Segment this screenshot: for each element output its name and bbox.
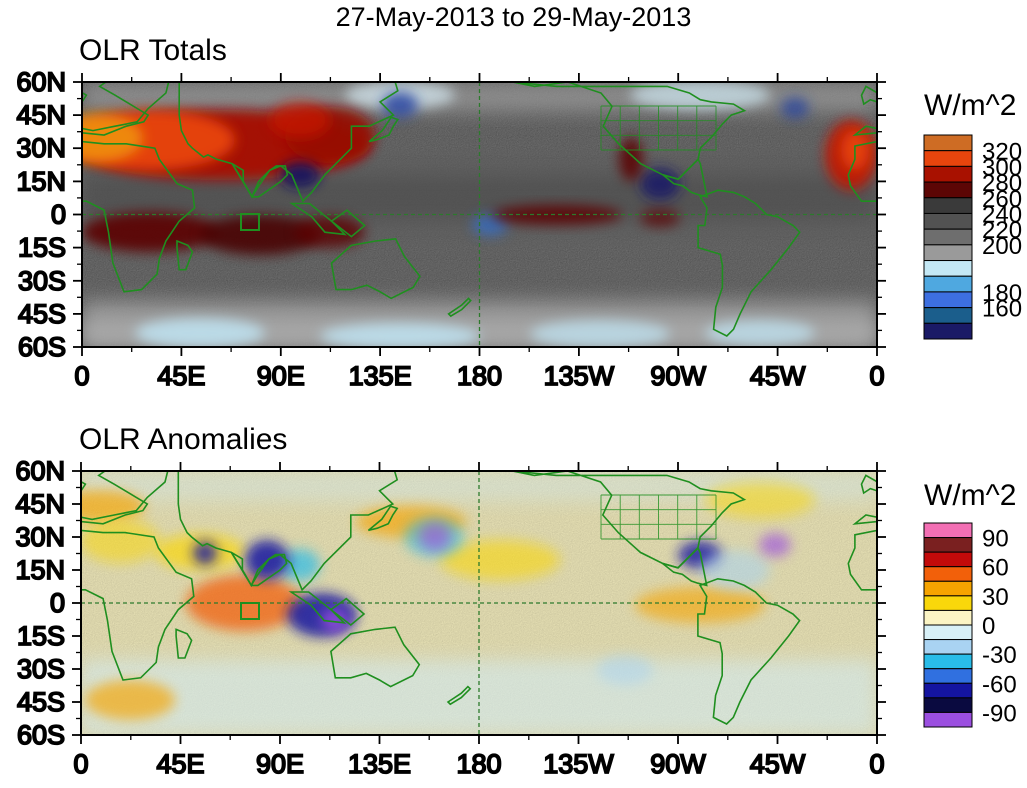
svg-text:0: 0: [869, 749, 884, 779]
svg-text:30S: 30S: [17, 654, 65, 684]
svg-text:135E: 135E: [348, 749, 411, 779]
svg-text:135W: 135W: [543, 749, 614, 779]
svg-text:-30: -30: [982, 642, 1017, 669]
svg-text:135W: 135W: [544, 361, 615, 391]
svg-text:45E: 45E: [157, 361, 205, 391]
svg-text:60N: 60N: [16, 67, 66, 97]
svg-text:45W: 45W: [750, 749, 806, 779]
svg-text:45N: 45N: [16, 100, 66, 130]
svg-text:0: 0: [982, 613, 995, 640]
svg-text:30N: 30N: [15, 522, 65, 552]
svg-text:W/m^2: W/m^2: [924, 89, 1016, 122]
svg-text:0: 0: [74, 361, 89, 391]
svg-text:90: 90: [982, 526, 1009, 553]
svg-text:30: 30: [982, 584, 1009, 611]
svg-text:-90: -90: [982, 700, 1017, 727]
svg-text:0: 0: [73, 749, 88, 779]
svg-text:30S: 30S: [18, 266, 66, 296]
svg-text:0: 0: [51, 200, 66, 230]
svg-text:135E: 135E: [349, 361, 412, 391]
svg-text:90E: 90E: [256, 749, 304, 779]
svg-text:90E: 90E: [257, 361, 305, 391]
svg-text:45E: 45E: [156, 749, 204, 779]
svg-text:60: 60: [982, 555, 1009, 582]
svg-text:45S: 45S: [18, 299, 66, 329]
svg-text:200: 200: [982, 233, 1022, 260]
svg-text:160: 160: [982, 296, 1022, 323]
svg-text:15N: 15N: [16, 166, 66, 196]
svg-text:45W: 45W: [750, 361, 806, 391]
svg-text:15S: 15S: [17, 621, 65, 651]
svg-text:30N: 30N: [16, 133, 66, 163]
svg-text:15N: 15N: [15, 555, 65, 585]
svg-text:60S: 60S: [18, 332, 66, 362]
svg-text:0: 0: [50, 588, 65, 618]
svg-text:15S: 15S: [18, 233, 66, 263]
svg-text:90W: 90W: [650, 361, 706, 391]
svg-text:180: 180: [457, 361, 502, 391]
svg-text:0: 0: [869, 361, 884, 391]
svg-text:90W: 90W: [650, 749, 706, 779]
svg-text:45N: 45N: [15, 489, 65, 519]
svg-text:60S: 60S: [17, 720, 65, 750]
svg-text:180: 180: [456, 749, 501, 779]
svg-text:-60: -60: [982, 671, 1017, 698]
svg-text:45S: 45S: [17, 687, 65, 717]
svg-text:60N: 60N: [15, 456, 65, 486]
svg-text:W/m^2: W/m^2: [924, 479, 1016, 512]
